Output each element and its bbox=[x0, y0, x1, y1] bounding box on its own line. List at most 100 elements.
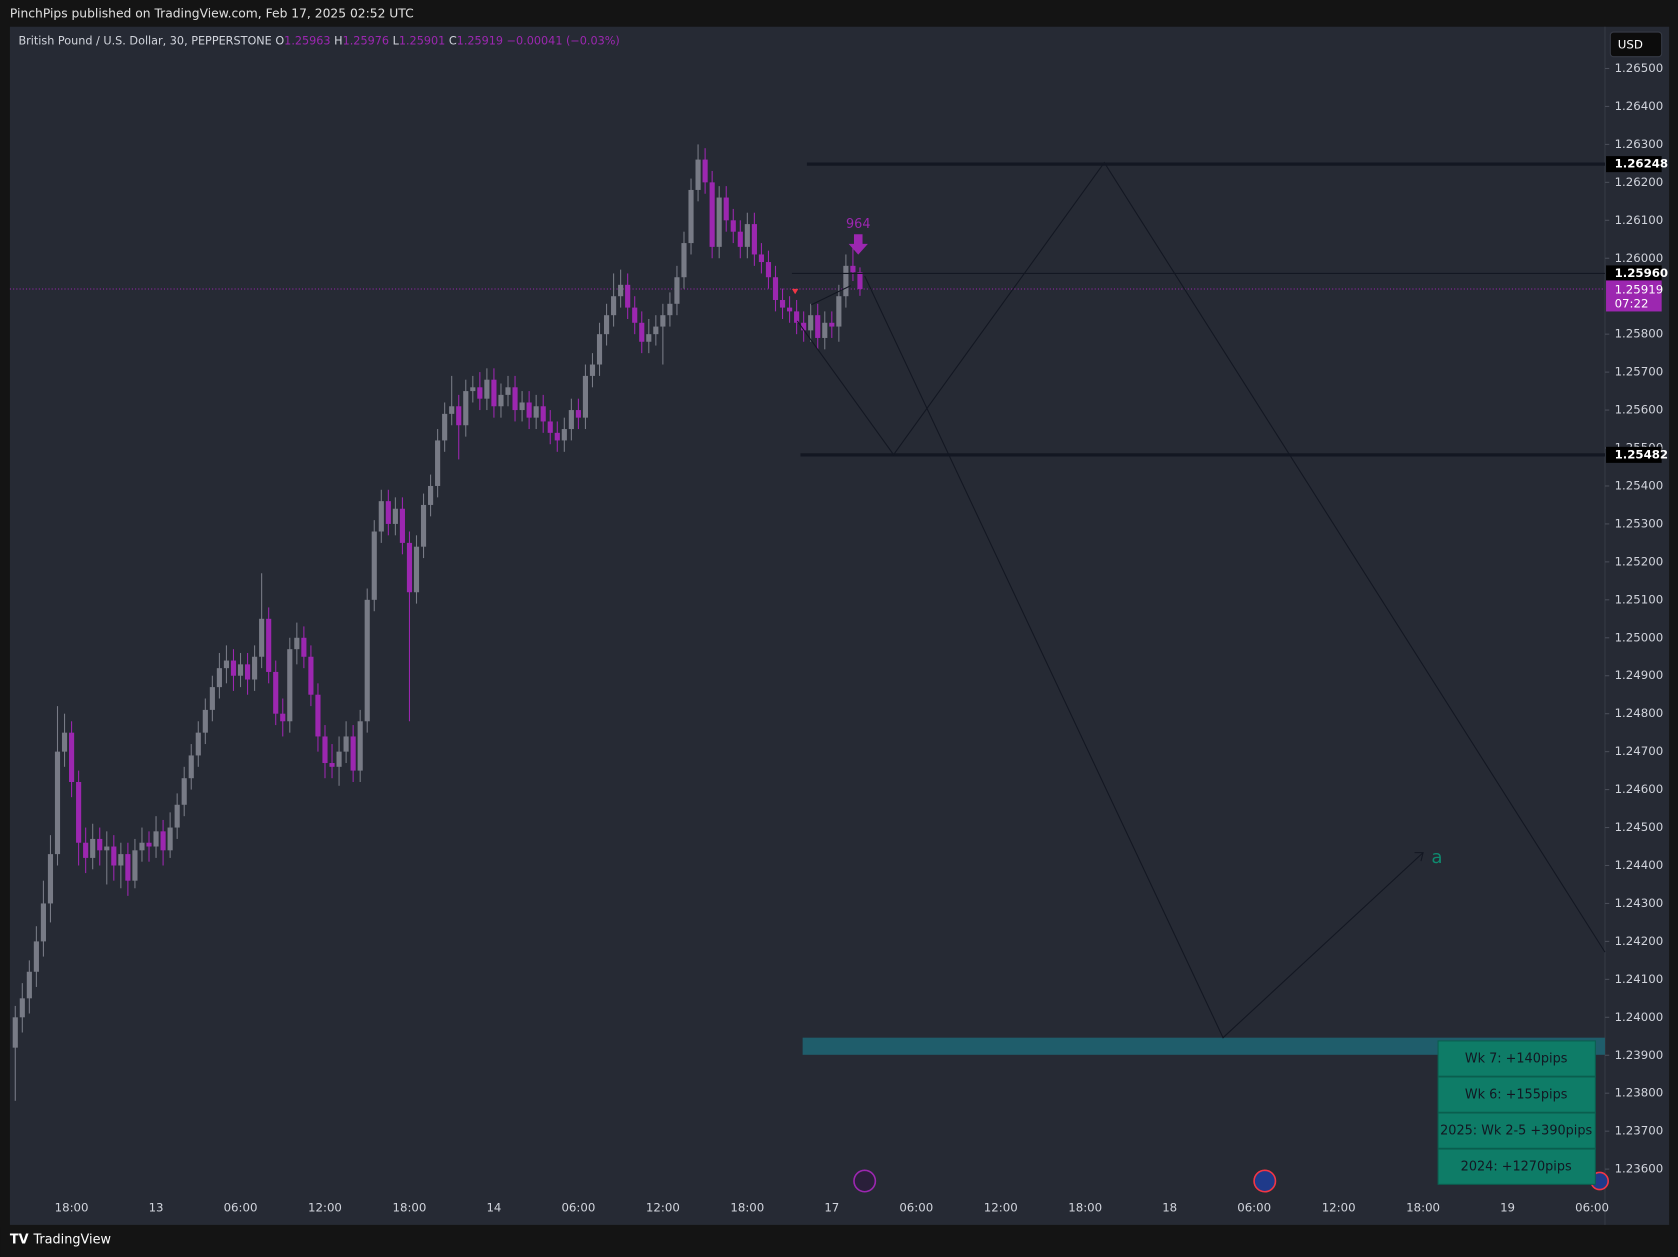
candle-body bbox=[413, 546, 420, 593]
candle-body bbox=[737, 231, 743, 247]
x-tick-label: 18:00 bbox=[730, 1200, 764, 1214]
candle-body bbox=[674, 277, 680, 304]
y-tick-label: 1.24100 bbox=[1615, 972, 1664, 986]
candle-body bbox=[491, 379, 497, 407]
ohlc-label: O bbox=[275, 35, 284, 48]
candle-body bbox=[315, 694, 321, 737]
y-tick-label: 1.25400 bbox=[1615, 478, 1664, 492]
price-tag bbox=[1606, 446, 1662, 463]
candle-body bbox=[463, 391, 469, 426]
candle-body bbox=[259, 618, 265, 657]
candle-body bbox=[575, 410, 581, 418]
table-cell bbox=[1437, 1112, 1596, 1149]
annotation: a bbox=[1431, 847, 1442, 868]
y-tick-label: 1.25600 bbox=[1615, 403, 1664, 417]
candle-body bbox=[618, 284, 624, 297]
candle-body bbox=[702, 159, 708, 183]
candle-body bbox=[237, 664, 244, 676]
candle-body bbox=[118, 854, 124, 866]
y-tick-label: 1.25000 bbox=[1615, 630, 1664, 644]
candle-body bbox=[420, 504, 427, 547]
candle-body bbox=[547, 421, 553, 433]
x-tick-label: 17 bbox=[824, 1200, 839, 1214]
candle-body bbox=[357, 721, 363, 771]
candle-body bbox=[329, 763, 335, 767]
candle-body bbox=[76, 782, 82, 843]
table-text: Wk 6: +155pips bbox=[1465, 1088, 1568, 1103]
candle-body bbox=[484, 379, 490, 399]
candle-body bbox=[12, 1017, 18, 1048]
candle-body bbox=[857, 272, 863, 289]
y-tick-label: 1.25200 bbox=[1615, 554, 1664, 568]
y-tick-label: 1.24400 bbox=[1615, 858, 1664, 872]
candle-body bbox=[836, 296, 842, 327]
candle-body bbox=[625, 284, 631, 308]
candle-body bbox=[449, 406, 455, 414]
y-tick-label: 1.23600 bbox=[1615, 1162, 1664, 1176]
currency[interactable]: USD bbox=[1618, 37, 1643, 51]
candle-body bbox=[202, 709, 208, 733]
candle-body bbox=[787, 307, 793, 312]
candle-body bbox=[40, 903, 46, 942]
footer bbox=[0, 1227, 1678, 1257]
y-tick-label: 1.25100 bbox=[1615, 592, 1664, 606]
candle-body bbox=[223, 660, 230, 669]
candle-body bbox=[758, 254, 764, 263]
candle-body bbox=[392, 508, 398, 524]
candle-body bbox=[61, 732, 68, 752]
y-tick-label: 1.24700 bbox=[1615, 744, 1664, 758]
candle-body bbox=[132, 850, 138, 881]
candle-body bbox=[709, 182, 715, 247]
change: −0.00041 (−0.03%) bbox=[507, 35, 620, 48]
candle-body bbox=[90, 838, 96, 858]
candle-body bbox=[730, 220, 736, 232]
candle-body bbox=[399, 508, 405, 543]
table-text: 2024: +1270pips bbox=[1461, 1160, 1572, 1175]
candle-body bbox=[153, 831, 159, 847]
candle-body bbox=[660, 315, 666, 327]
current-price-tag bbox=[1606, 280, 1662, 312]
y-tick-label: 1.24300 bbox=[1615, 896, 1664, 910]
candle-body bbox=[435, 440, 441, 486]
candle-body bbox=[794, 311, 800, 323]
y-tick-label: 1.26100 bbox=[1615, 213, 1664, 227]
candle-body bbox=[209, 687, 215, 710]
y-tick-label: 1.25300 bbox=[1615, 516, 1664, 530]
zone bbox=[802, 1037, 1605, 1055]
candle-body bbox=[568, 410, 574, 430]
price-tag-label: 1.25960 bbox=[1615, 266, 1669, 280]
candle-body bbox=[822, 322, 828, 338]
candle-body bbox=[540, 406, 546, 422]
trend-line bbox=[796, 161, 1606, 953]
x-tick-label: 12:00 bbox=[308, 1200, 342, 1214]
price-axis: 1.26500 1.26400 1.26300 1.26200 1.26100 1.260… bbox=[1604, 61, 1669, 1176]
y-tick-label: 1.24500 bbox=[1615, 820, 1664, 834]
y-tick-label: 1.26500 bbox=[1615, 61, 1664, 75]
x-tick-label: 19 bbox=[1500, 1200, 1515, 1214]
candle-body bbox=[125, 854, 131, 881]
candle-body bbox=[505, 387, 511, 395]
candle-body bbox=[83, 842, 89, 858]
candle-body bbox=[33, 941, 39, 972]
candle-body bbox=[19, 998, 25, 1018]
y-tick-label: 1.23800 bbox=[1615, 1086, 1664, 1100]
candle-body bbox=[139, 842, 145, 851]
drawings: 964 a bbox=[791, 161, 1609, 1193]
candle-body bbox=[301, 637, 307, 657]
event-icon[interactable] bbox=[1253, 1169, 1277, 1193]
event-icon[interactable] bbox=[853, 1169, 877, 1193]
x-tick-label: 12:00 bbox=[984, 1200, 1018, 1214]
x-tick-label: 06:00 bbox=[899, 1200, 933, 1214]
candle-body bbox=[287, 649, 293, 722]
countdown: 07:22 bbox=[1615, 296, 1649, 310]
brand: TradingView bbox=[32, 1232, 111, 1247]
candle-body bbox=[808, 315, 814, 331]
currency-button[interactable] bbox=[1609, 31, 1663, 58]
candle-body bbox=[744, 224, 750, 247]
candle-body bbox=[273, 671, 279, 714]
candle-body bbox=[294, 637, 300, 650]
ohlc-value: 1.25976 bbox=[343, 35, 389, 48]
candle-body bbox=[230, 660, 237, 676]
candle-body bbox=[688, 189, 694, 244]
